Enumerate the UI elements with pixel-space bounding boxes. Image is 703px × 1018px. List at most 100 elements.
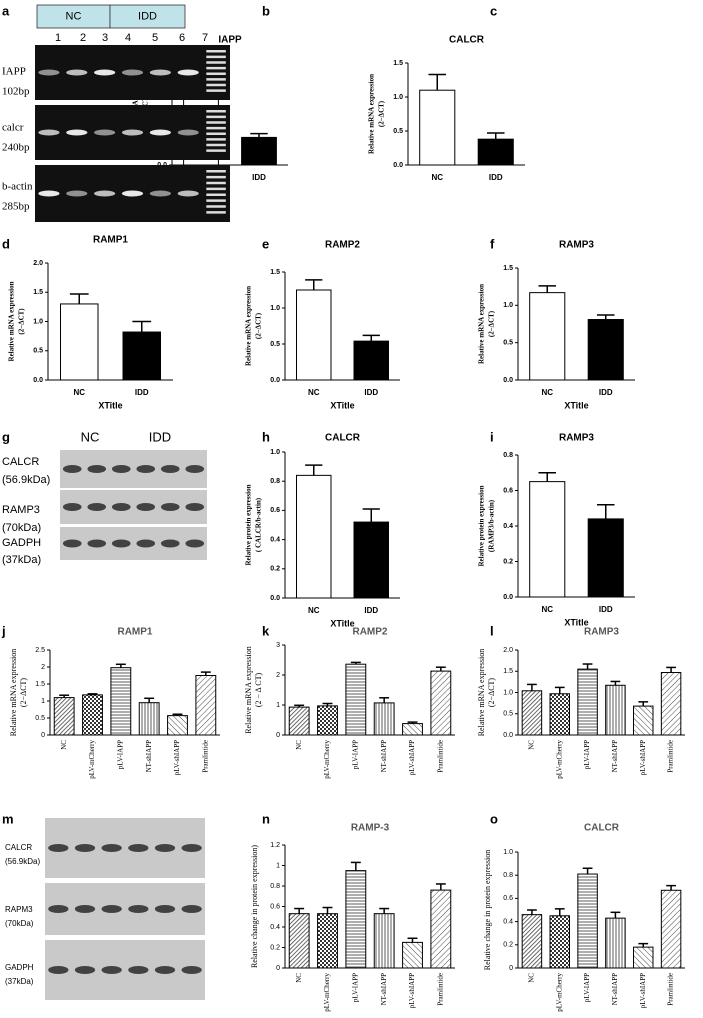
bar bbox=[317, 913, 338, 969]
band bbox=[154, 844, 176, 852]
error-bar bbox=[200, 671, 211, 676]
panel-letter: i bbox=[490, 429, 494, 444]
bar bbox=[53, 697, 75, 736]
bar bbox=[577, 873, 598, 969]
y-axis-label: (2 − Δ CT) bbox=[254, 673, 263, 708]
panel-letter: n bbox=[262, 811, 270, 826]
y-axis-label: (RAMP3/b-actin) bbox=[488, 499, 496, 552]
error-bar bbox=[610, 680, 621, 686]
error-bar bbox=[666, 666, 676, 673]
group-box bbox=[109, 4, 186, 29]
bar bbox=[660, 672, 682, 736]
error-bar bbox=[250, 132, 268, 138]
band bbox=[111, 539, 131, 548]
error-bar bbox=[538, 285, 557, 293]
chart-title: CALCR bbox=[449, 35, 485, 46]
x-tick-label: Pramlintide bbox=[436, 740, 444, 773]
y-tick-label: 1.0 bbox=[503, 302, 513, 309]
error-bar bbox=[435, 883, 446, 891]
bar bbox=[373, 913, 395, 969]
y-tick-label: 3 bbox=[276, 642, 280, 649]
error-bar bbox=[294, 704, 305, 708]
y-tick-label: 1.5 bbox=[33, 289, 43, 296]
band bbox=[66, 190, 88, 197]
panel-letter: c bbox=[490, 3, 497, 18]
y-axis-label: (2−ΔCT) bbox=[487, 678, 496, 708]
blot-image bbox=[60, 490, 207, 524]
y-axis-label: (2−ΔCT) bbox=[19, 678, 28, 708]
chart-title: RAMP-3 bbox=[351, 823, 390, 834]
bar bbox=[605, 684, 626, 736]
ladder-band bbox=[206, 72, 226, 75]
y-tick-label: 2.0 bbox=[503, 647, 513, 654]
error-bar bbox=[87, 693, 98, 695]
ladder-band bbox=[206, 121, 226, 124]
x-tick-label: pLV-IAPP bbox=[583, 740, 591, 769]
bar bbox=[633, 946, 654, 969]
bar bbox=[549, 915, 570, 969]
band bbox=[181, 905, 202, 913]
bar bbox=[521, 914, 543, 969]
panel: d RAMP1 Relative mRNA expression (2−ΔCT) 0.0… bbox=[2, 235, 173, 410]
bar bbox=[587, 518, 624, 598]
error-bar bbox=[527, 683, 537, 691]
bar bbox=[430, 670, 452, 736]
error-bar bbox=[322, 906, 333, 914]
y-tick-label: 2 bbox=[41, 664, 45, 671]
panel-letter: g bbox=[2, 429, 10, 444]
y-tick-label: 0.5 bbox=[270, 341, 280, 348]
band bbox=[128, 966, 149, 974]
x-tick-label: IDD bbox=[489, 173, 503, 182]
y-tick-label: 0.0 bbox=[270, 377, 280, 384]
error-bar bbox=[350, 661, 361, 665]
ladder-band bbox=[206, 110, 226, 113]
y-tick-label: 0.2 bbox=[503, 942, 513, 949]
band bbox=[154, 966, 176, 974]
ladder-band bbox=[206, 205, 226, 208]
band bbox=[160, 465, 180, 473]
error-bar bbox=[144, 697, 155, 703]
chart-title: RAMP1 bbox=[93, 235, 128, 246]
bar bbox=[345, 663, 367, 736]
error-bar bbox=[527, 909, 537, 915]
blot-image bbox=[60, 527, 207, 560]
band bbox=[128, 844, 149, 852]
y-tick-label: 0.0 bbox=[503, 732, 513, 739]
y-tick-label: 1.0 bbox=[503, 689, 513, 696]
blot-image bbox=[45, 940, 205, 1000]
row-size: (70kDa) bbox=[2, 522, 41, 534]
y-tick-label: 0.4 bbox=[270, 924, 280, 931]
x-tick-label: pLV-mCherry bbox=[555, 973, 563, 1012]
bar bbox=[296, 289, 332, 381]
x-tick-label: NC bbox=[73, 388, 85, 397]
error-bar bbox=[305, 279, 323, 290]
y-tick-label: 0.4 bbox=[270, 536, 280, 543]
band bbox=[136, 465, 156, 473]
y-tick-label: 0.6 bbox=[503, 895, 513, 902]
band bbox=[62, 465, 82, 473]
band bbox=[38, 69, 60, 76]
ladder-band bbox=[206, 175, 226, 179]
x-tick-label: NT-shIAPP bbox=[380, 973, 388, 1006]
bar bbox=[167, 715, 188, 736]
x-tick-label: pLV-shIAPP bbox=[408, 740, 416, 775]
x-tick-label: pLV-shIAPP bbox=[173, 740, 181, 775]
band bbox=[48, 844, 69, 852]
panel: k RAMP2 Relative mRNA expression (2 − Δ CT)… bbox=[244, 623, 455, 779]
error-bar bbox=[59, 694, 70, 698]
chart-title: RAMP2 bbox=[352, 627, 387, 638]
ladder-band bbox=[206, 83, 226, 87]
x-tick-label: NC bbox=[60, 740, 68, 750]
y-axis-label: Relative mRNA expression bbox=[477, 649, 486, 737]
y-tick-label: 1.5 bbox=[270, 269, 280, 276]
x-tick-label: IDD bbox=[599, 605, 613, 614]
band bbox=[185, 465, 205, 473]
y-tick-label: 0.6 bbox=[503, 487, 513, 494]
bar bbox=[521, 690, 543, 736]
band bbox=[38, 129, 60, 136]
error-bar bbox=[350, 861, 361, 871]
x-tick-label: Pramlintide bbox=[201, 740, 209, 773]
blot-image bbox=[45, 883, 205, 935]
y-tick-label: 1.0 bbox=[270, 449, 280, 456]
y-axis-label: Relative change in protein expression) bbox=[250, 845, 259, 968]
